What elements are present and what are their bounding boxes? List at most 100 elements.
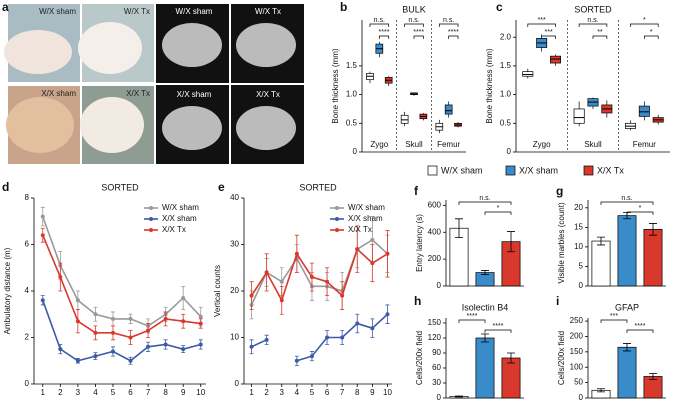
point: [181, 295, 186, 300]
y-tick-label: 0.5: [500, 118, 512, 127]
sig-label: ***: [545, 29, 553, 36]
point: [198, 314, 203, 319]
point: [355, 247, 360, 252]
sig-label: ****: [379, 29, 390, 36]
point: [163, 316, 168, 321]
mouse: [4, 30, 72, 74]
y-tick-label: 0: [437, 281, 442, 290]
sig-label: ****: [467, 313, 478, 320]
point: [340, 335, 345, 340]
series-line: [251, 313, 389, 362]
point: [385, 312, 390, 317]
y-tick-label: 120: [428, 333, 442, 342]
bar: [617, 346, 637, 399]
chart-title: SORTED: [299, 182, 337, 192]
y-axis-label: Bone thickness (mm): [331, 48, 340, 123]
bar: [591, 240, 611, 287]
photo-label: W/X sham: [39, 7, 76, 16]
sig-bracket: [404, 23, 424, 27]
legend-label: X/X Tx: [597, 165, 624, 175]
photo-label: X/X sham: [41, 89, 76, 98]
sig-label: n.s.: [443, 17, 454, 24]
point: [128, 358, 133, 363]
point: [58, 275, 63, 280]
series-line: [250, 238, 389, 306]
bar: [617, 215, 637, 287]
x-tick-label: 3: [76, 388, 81, 397]
point: [198, 342, 203, 347]
point: [110, 316, 115, 321]
point: [75, 319, 80, 324]
legend-label: X/X sham: [519, 165, 558, 175]
sig-label: n.s.: [374, 17, 385, 24]
chart-title: GFAP: [615, 302, 639, 312]
point: [58, 347, 63, 352]
legend-marker: [149, 206, 153, 210]
error-bar: [649, 372, 657, 380]
y-tick-label: 40: [230, 193, 239, 202]
sig-bracket: [378, 35, 390, 39]
y-tick-label: 150: [428, 318, 442, 327]
sig-bracket: [626, 211, 654, 215]
legend-label: X/X Tx: [348, 225, 372, 234]
category-label: Skull: [405, 140, 423, 149]
point: [385, 251, 390, 256]
panel-label: i: [556, 294, 559, 308]
y-axis-label: Entry latency (s): [415, 214, 424, 272]
y-axis-label: Ambulatory distance (m): [3, 247, 12, 334]
sig-bracket: [484, 211, 512, 215]
x-tick-label: 6: [128, 388, 133, 397]
y-axis-label: Cells/200x field: [557, 331, 566, 385]
box: [444, 104, 453, 115]
legend-marker: [149, 228, 153, 232]
mouse: [6, 97, 74, 153]
x-tick-label: 10: [383, 388, 392, 397]
y-tick-label: 200: [428, 254, 442, 263]
point: [110, 349, 115, 354]
x-tick-label: 6: [325, 388, 330, 397]
error-bar: [597, 388, 605, 393]
chart-title: BULK: [402, 4, 426, 14]
y-tick-label: 2: [25, 333, 30, 342]
x-tick-label: 4: [295, 388, 300, 397]
legend-marker: [335, 206, 339, 210]
panel-label: b: [340, 0, 347, 14]
sig-bracket: [458, 319, 486, 323]
legend-marker: [335, 217, 339, 221]
point: [181, 347, 186, 352]
box: [573, 108, 585, 124]
point: [264, 270, 269, 275]
point: [279, 298, 284, 303]
panel-label: d: [2, 180, 9, 194]
bar: [501, 357, 521, 399]
error-bar: [455, 218, 463, 239]
sig-label: n.s.: [408, 17, 419, 24]
y-axis-label: Cells/200x field: [415, 331, 424, 385]
y-tick-label: 1.0: [346, 90, 358, 99]
x-tick-label: 5: [111, 388, 116, 397]
sig-label: ****: [448, 29, 459, 36]
sig-bracket: [484, 329, 512, 333]
series-line: [42, 300, 201, 362]
x-tick-label: 4: [93, 388, 98, 397]
error-bar: [507, 231, 515, 253]
y-axis-label: Bone thickness (mm): [485, 48, 494, 123]
sig-bracket: [413, 35, 424, 39]
x-tick-label: 9: [370, 388, 375, 397]
error-bar: [481, 270, 489, 275]
sig-bracket: [600, 319, 628, 323]
y-tick-label: 2.0: [500, 32, 512, 41]
point: [181, 319, 186, 324]
legend-label: W/X sham: [162, 203, 199, 212]
sig-bracket: [458, 201, 512, 205]
sig-bracket: [643, 35, 659, 39]
y-tick-label: 1.5: [500, 61, 512, 70]
point: [249, 344, 254, 349]
y-tick-label: 20: [230, 286, 239, 295]
x-tick-label: 5: [310, 388, 315, 397]
sig-bracket: [541, 35, 556, 39]
y-tick-label: 0: [579, 393, 584, 402]
skull-ct: [236, 23, 296, 67]
y-tick-label: 10: [230, 333, 239, 342]
